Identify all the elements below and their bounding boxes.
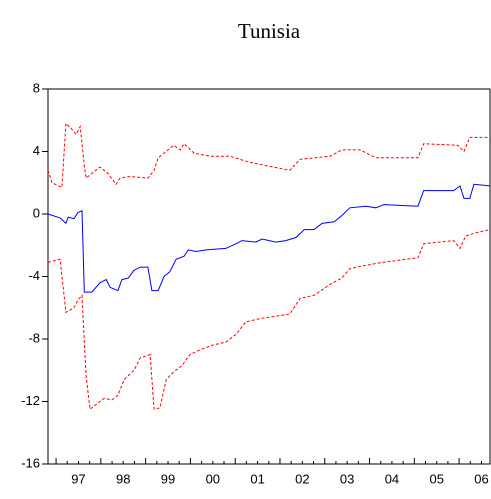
x-tick-label: 00 [206, 471, 220, 486]
y-tick-label: 0 [33, 205, 40, 220]
chart-title: Tunisia [238, 19, 301, 43]
x-tick-label: 98 [116, 471, 130, 486]
plot-frame [47, 88, 491, 465]
x-tick-label: 03 [340, 471, 354, 486]
y-tick-label: 8 [33, 80, 40, 95]
y-tick-label: -12 [21, 393, 40, 408]
y-tick-label: -16 [21, 455, 40, 470]
series-line [47, 183, 491, 293]
x-tick-label: 05 [429, 471, 443, 486]
x-tick-label: 02 [295, 471, 309, 486]
series-line [47, 122, 490, 189]
x-tick-label: 99 [161, 471, 175, 486]
x-tick-label: 06 [474, 471, 488, 486]
x-tick-label: 01 [250, 471, 264, 486]
series-line [47, 229, 491, 411]
y-tick-label: -8 [28, 330, 40, 345]
x-tick-label: 97 [71, 471, 85, 486]
y-tick-label: 4 [33, 143, 40, 158]
x-tick-label: 04 [385, 471, 399, 486]
y-tick-label: -4 [28, 268, 40, 283]
